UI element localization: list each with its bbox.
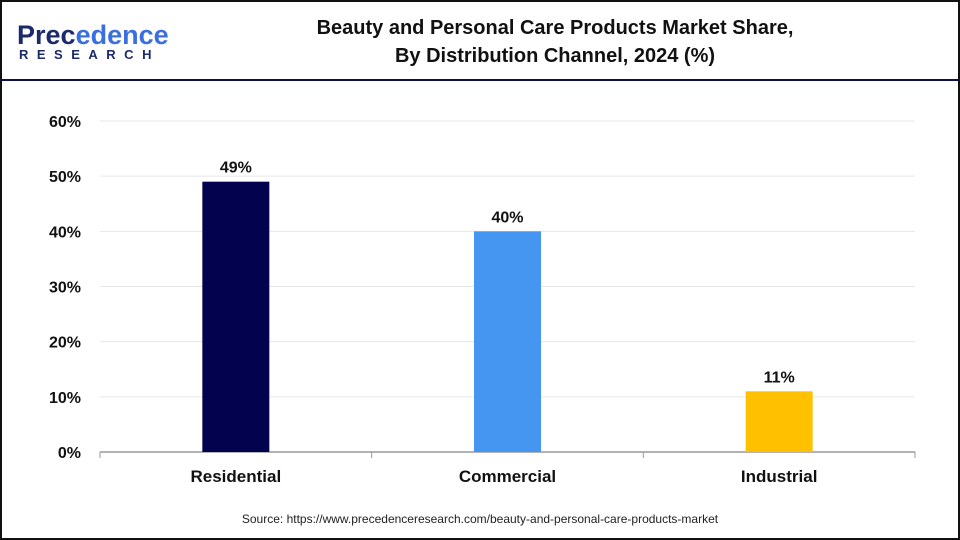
chart-title-line-2: By Distribution Channel, 2024 (%) <box>394 45 716 67</box>
y-tick-label: 10% <box>49 390 81 407</box>
source-text: Source: https://www.precedenceresearch.c… <box>241 512 719 526</box>
bar-residential <box>202 181 270 452</box>
x-tick-label: Commercial <box>459 467 556 486</box>
logo-text-b: edence <box>75 20 169 50</box>
bar-industrial <box>745 391 813 452</box>
data-label: 11% <box>764 369 795 386</box>
header-divider <box>0 79 960 81</box>
precedence-research-logo: Precedence RESEARCH <box>17 22 169 62</box>
y-tick-label: 0% <box>58 445 81 462</box>
y-tick-label: 20% <box>49 335 81 352</box>
logo-text-a: Prec <box>17 20 76 50</box>
data-label: 40% <box>491 209 523 226</box>
data-label: 49% <box>220 160 252 177</box>
logo-subtitle: RESEARCH <box>19 47 160 62</box>
y-tick-label: 50% <box>49 169 81 186</box>
y-tick-label: 30% <box>49 280 81 297</box>
bar-commercial <box>474 231 541 452</box>
y-tick-label: 40% <box>49 224 81 241</box>
x-tick-label: Industrial <box>741 467 818 486</box>
chart-title: Beauty and Personal Care Products Market… <box>230 14 880 70</box>
y-tick-label: 60% <box>49 114 81 131</box>
chart-title-line-1: Beauty and Personal Care Products Market… <box>316 17 794 39</box>
x-tick-label: Residential <box>190 467 281 486</box>
